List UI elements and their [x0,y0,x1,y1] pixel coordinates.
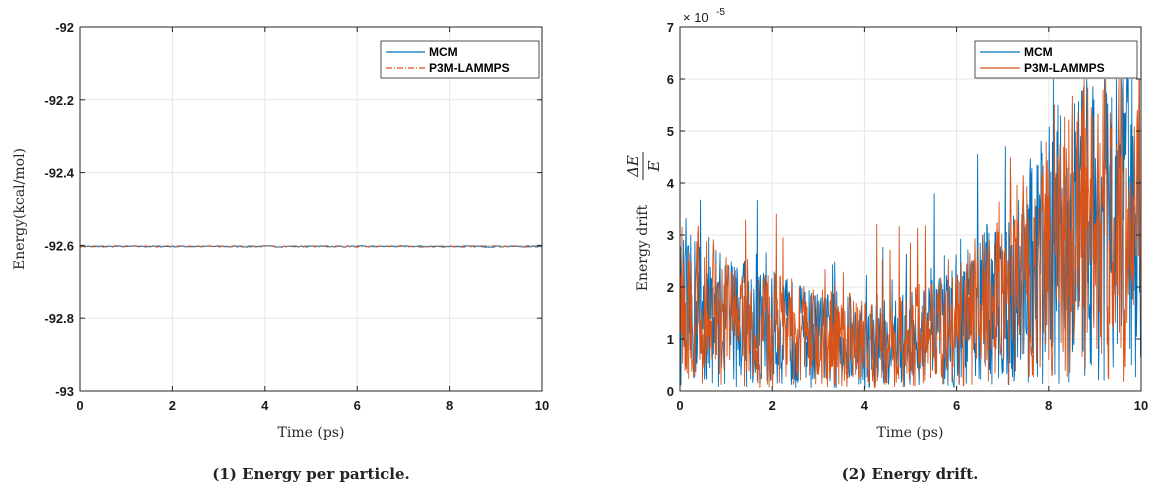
grid [79,26,543,392]
x-tick-label: 6 [354,398,361,413]
y-tick-label: -93 [55,384,74,399]
energy-per-particle-chart: 0 2 4 6 8 10 -93 -92.8 -92.6 -92.4 -92.2 -92 Time (… [12,20,549,483]
y-tick-label: 7 [667,20,674,35]
legend-box [380,40,540,79]
x-tick-label: 8 [1045,398,1052,413]
y-tick-label: -92 [55,20,74,35]
x-tick-label: 0 [76,398,83,413]
x-tick-label: 10 [1134,398,1148,413]
x-tick-label: 0 [676,398,683,413]
ticks: 0 2 4 6 8 10 -93 -92.8 -92.6 -92.4 -92.2 -92 [44,20,549,413]
series-line-p3m-lammps [79,245,542,248]
x-tick-label: 4 [861,398,869,413]
y-tick-label: 3 [667,228,674,243]
series-layer [79,245,543,248]
x-tick-label: 10 [535,398,549,413]
legend-entry-p3m: P3M-LAMMPS [1024,61,1105,75]
legend: MCM P3M-LAMMPS [380,40,540,79]
y-axis-label-prefix: Energy drift [635,204,651,291]
plot-frame [79,26,543,392]
y-axis-label: Energy(kcal/mol) [12,148,28,270]
y-tick-label: 6 [667,72,674,87]
x-tick-label: 2 [169,398,176,413]
legend: MCM P3M-LAMMPS [974,40,1138,79]
x-tick-label: 2 [769,398,776,413]
x-axis-label: Time (ps) [877,425,944,441]
ticks: 0 2 4 6 8 10 0 1 2 3 4 5 6 7 [667,20,1148,413]
y-tick-label: -92.2 [44,93,74,108]
caption-1: (1) Energy per particle. [212,465,410,483]
caption-2: (2) Energy drift. [842,465,979,483]
y-tick-label: -92.8 [44,311,74,326]
series-line-mcm [79,245,543,248]
legend-entry-p3m: P3M-LAMMPS [429,61,510,75]
y-tick-label: -92.6 [44,238,74,253]
x-tick-label: 4 [261,398,269,413]
y-axis-label-numerator: ΔE [624,155,642,178]
y-tick-label: -92.4 [44,166,74,181]
y-tick-label: 4 [667,176,675,191]
x-tick-label: 6 [953,398,960,413]
series-line-p3m-lammps [679,78,1142,389]
exponent-power: -5 [716,7,725,18]
x-axis-label: Time (ps) [278,425,345,441]
exponent-multiplier: × 10 [683,10,709,25]
x-tick-label: 8 [446,398,453,413]
legend-entry-mcm: MCM [429,45,458,59]
y-tick-label: 2 [667,280,674,295]
legend-box [974,40,1138,79]
y-tick-label: 1 [667,332,674,347]
y-tick-label: 5 [667,124,674,139]
plot-frame [679,26,1142,392]
legend-entry-mcm: MCM [1024,45,1053,59]
y-axis-label: Energy drift ΔE E [624,152,663,291]
energy-drift-chart: 0 2 4 6 8 10 0 1 2 3 4 5 6 7 × 10 -5 Time (ps) Energy… [624,7,1148,483]
y-tick-label: 0 [667,384,674,399]
y-axis-label-denominator: E [645,160,663,172]
exponent-label: × 10 -5 [683,7,725,25]
series-layer [679,78,1142,389]
